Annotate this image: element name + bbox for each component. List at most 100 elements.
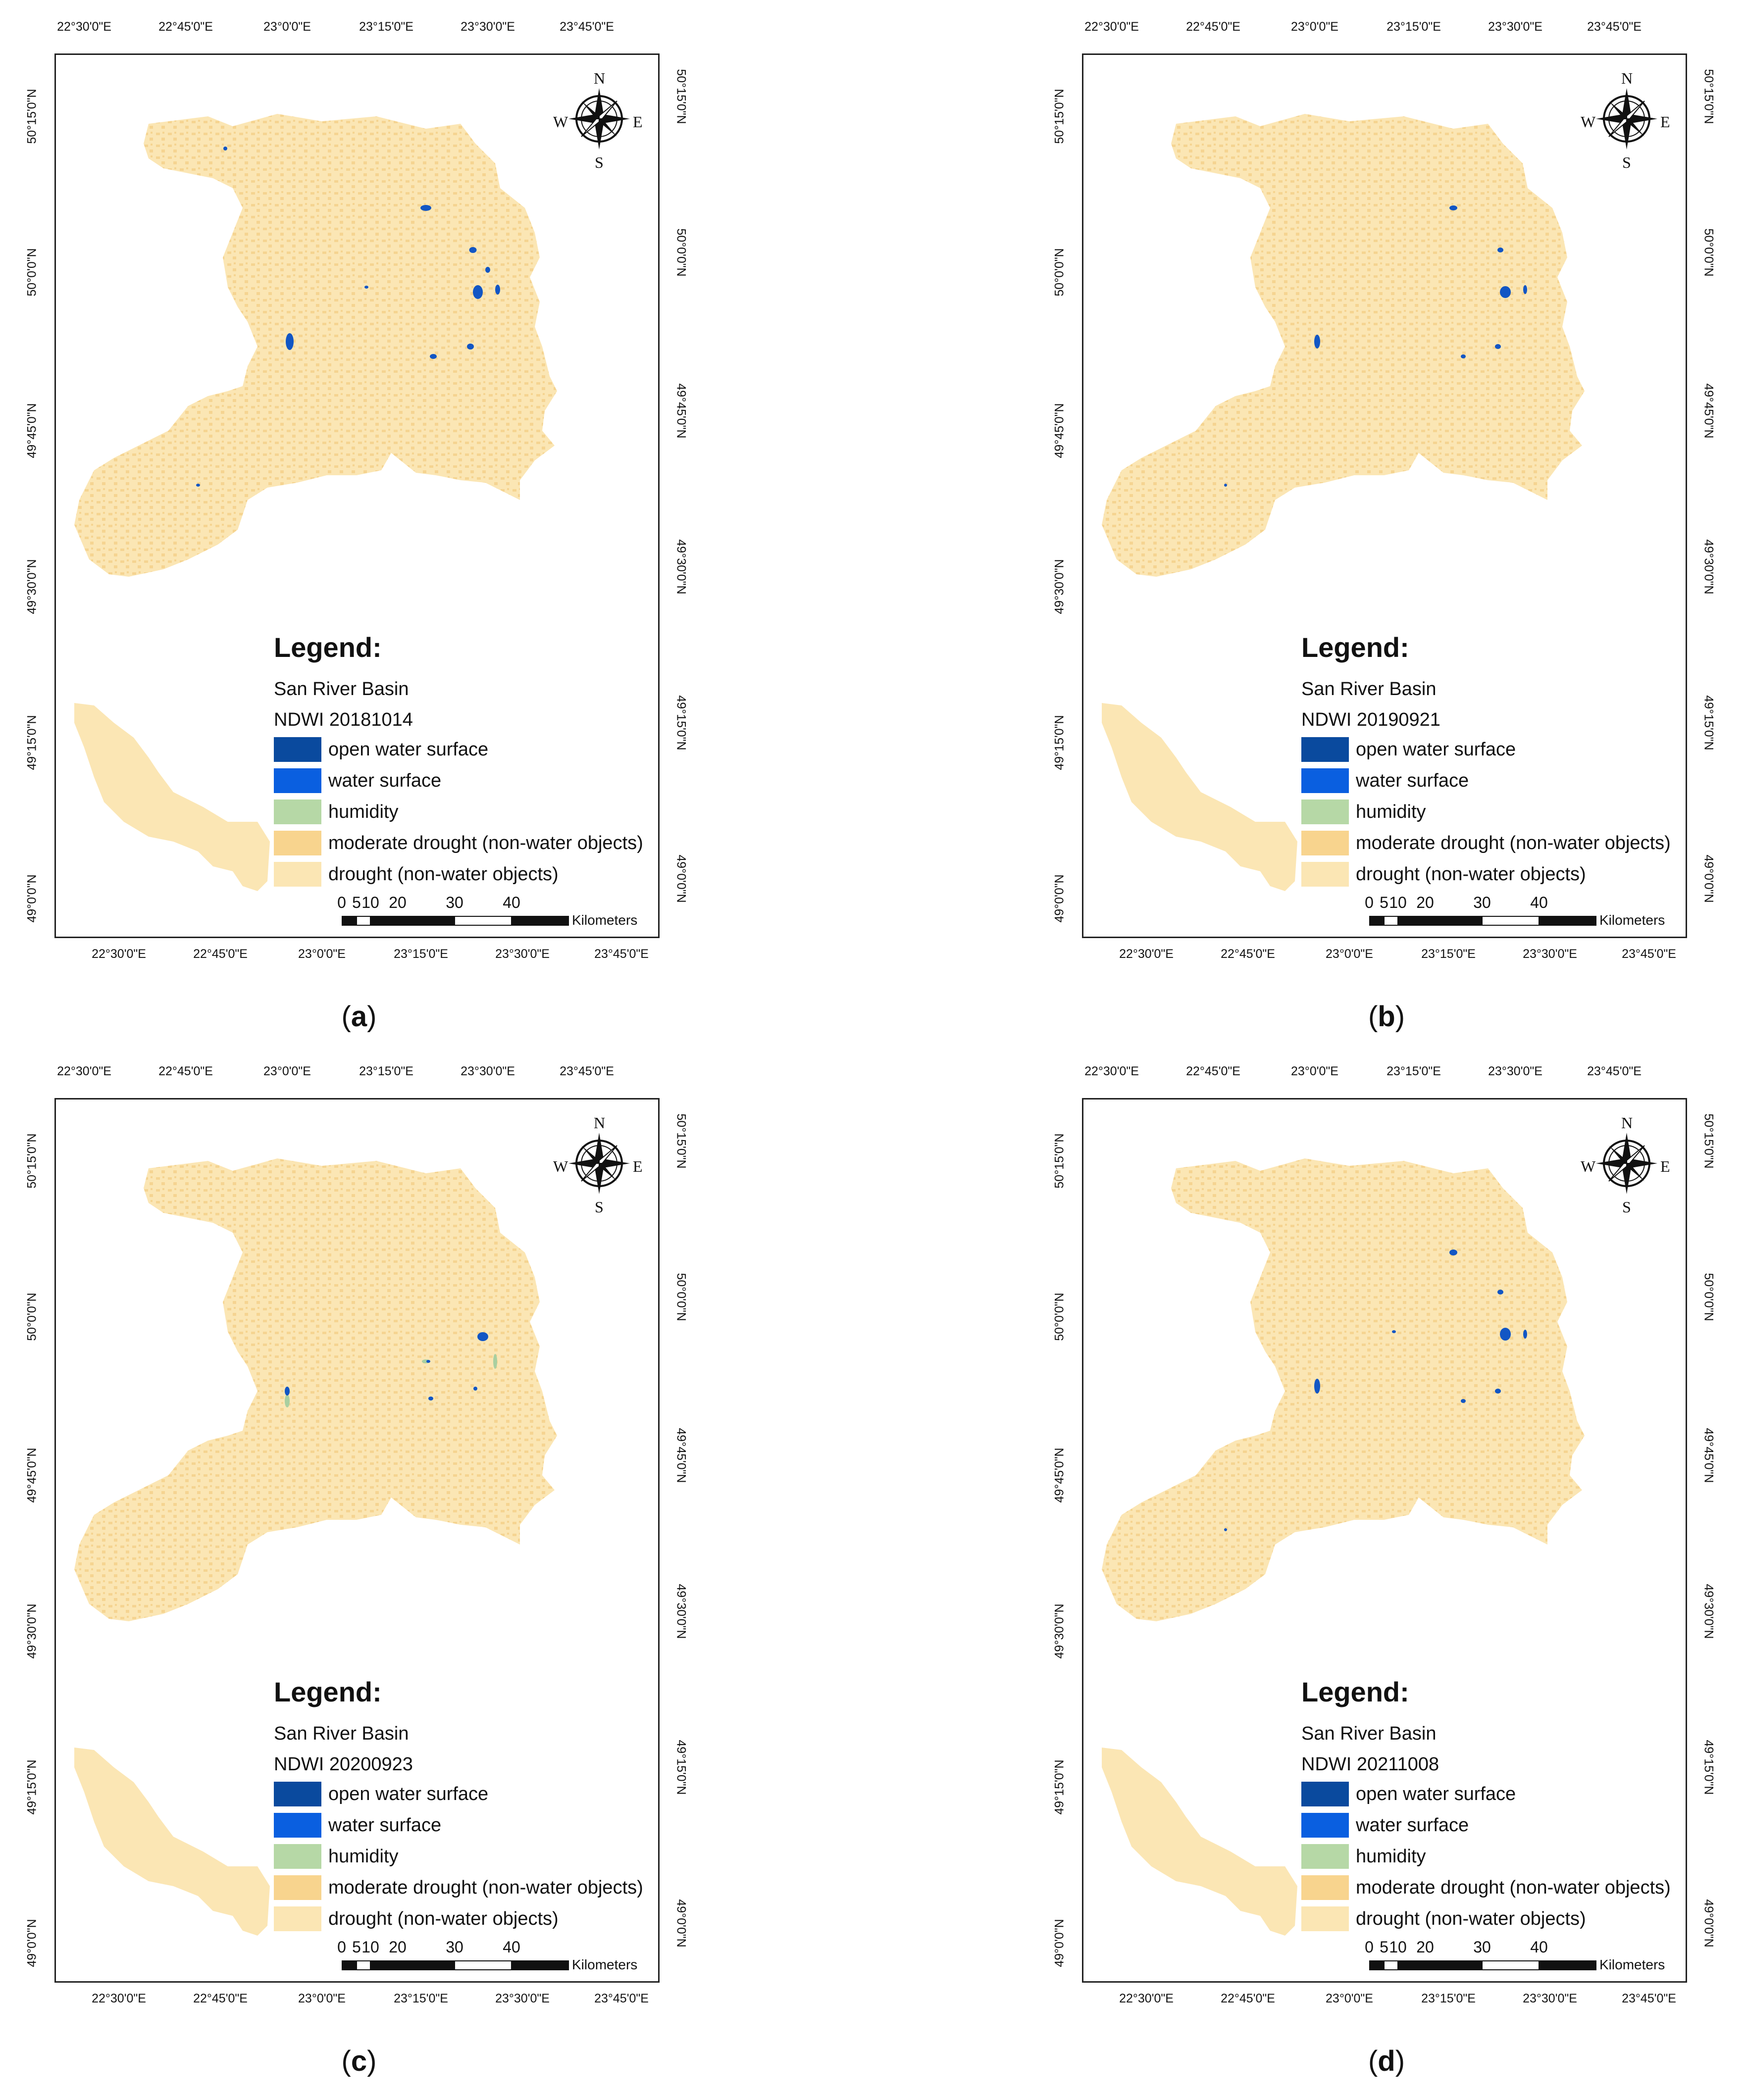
water-body [1500, 1328, 1511, 1341]
legend-swatch [1301, 1844, 1349, 1869]
legend-basin-name: San River Basin [274, 1723, 409, 1744]
scale-bar-graphic [1369, 916, 1596, 926]
scale-unit-label: Kilometers [1599, 912, 1665, 928]
scale-tick-label: 30 [1473, 894, 1491, 911]
north-arrow-icon: N S E W [1581, 1114, 1670, 1216]
scale-tick-label: 10 [361, 894, 379, 911]
panel-caption: (a) [342, 1000, 377, 1033]
legend-item-label: drought (non-water objects) [328, 1908, 559, 1929]
lon-label-top: 23°30'0"E [461, 1064, 515, 1078]
basin-map [74, 1158, 557, 1936]
water-body [1500, 286, 1511, 298]
legend-item-label: moderate drought (non-water objects) [328, 1877, 643, 1898]
scale-tick-label: 20 [389, 1938, 407, 1956]
lon-label-bottom: 23°30'0"E [495, 947, 550, 961]
lon-label-bottom: 23°15'0"E [394, 947, 448, 961]
scale-tick-label: 40 [1530, 894, 1548, 911]
map-panel-b: 22°30'0"E 22°45'0"E 23°0'0"E 23°15'0"E 23°30… [1027, 0, 1716, 1033]
water-body [286, 333, 294, 350]
lon-label-top: 23°45'0"E [1587, 1064, 1642, 1078]
legend-item-label: water surface [1356, 770, 1469, 791]
basin-map [1102, 1158, 1585, 1936]
compass-e-label: E [633, 113, 643, 131]
basin-inset-shape [1102, 1748, 1297, 1936]
scale-tick-label: 30 [446, 894, 463, 911]
scale-tick-label: 20 [1416, 1938, 1434, 1956]
lon-label-top: 23°15'0"E [359, 20, 413, 34]
basin-inset-shape [1102, 703, 1297, 891]
legend-item-label: moderate drought (non-water objects) [328, 833, 643, 853]
lon-label-top: 22°45'0"E [158, 1064, 213, 1078]
lon-label-bottom: 22°45'0"E [193, 947, 248, 961]
basin-map [1102, 114, 1585, 891]
scale-tick-label: 10 [1389, 894, 1407, 911]
compass-e-label: E [1660, 1157, 1670, 1175]
caption-close-paren: ) [1395, 1000, 1405, 1033]
lon-label-top: 23°0'0"E [1291, 20, 1338, 34]
legend-swatch [274, 1875, 321, 1900]
legend-swatch [274, 1906, 321, 1931]
water-body [1495, 1389, 1501, 1394]
water-body [1523, 285, 1527, 294]
water-body [420, 205, 431, 211]
water-body [473, 1387, 477, 1391]
scale-unit-label: Kilometers [572, 1957, 638, 1972]
legend-swatch [274, 1844, 321, 1869]
lon-label-bottom: 23°30'0"E [495, 1992, 550, 2005]
lon-label-bottom: 22°30'0"E [1119, 947, 1174, 961]
legend-item-label: drought (non-water objects) [1356, 864, 1586, 885]
lon-label-bottom: 22°45'0"E [1221, 1992, 1275, 2005]
caption-close-paren: ) [367, 2045, 377, 2077]
map-panel-a: 22°30'0"E 22°45'0"E 23°0'0"E 23°15'0"E 23°30… [0, 0, 688, 1033]
legend-swatch [1301, 1782, 1349, 1806]
legend-swatch [274, 862, 321, 887]
lon-label-bottom: 23°0'0"E [1326, 947, 1373, 961]
scale-tick-label: 40 [503, 1938, 520, 1956]
scale-tick-label: 5 [352, 894, 361, 911]
water-body [428, 1397, 433, 1400]
lon-label-top: 23°0'0"E [263, 1064, 311, 1078]
legend-swatch [1301, 862, 1349, 887]
lon-label-top: 22°30'0"E [57, 1064, 111, 1078]
legend-swatch [1301, 1906, 1349, 1931]
scale-tick-label: 5 [352, 1938, 361, 1956]
scale-tick-label: 10 [361, 1938, 379, 1956]
lon-label-bottom: 22°45'0"E [193, 1992, 248, 2005]
lon-label-bottom: 23°45'0"E [1622, 1992, 1676, 2005]
water-body [1224, 1528, 1227, 1531]
map-panel-c: 22°30'0"E 22°45'0"E 23°0'0"E 23°15'0"E 23°30… [0, 1045, 688, 2077]
water-body [495, 285, 500, 295]
san-river-basin-shape [1102, 114, 1585, 577]
water-body [1461, 1399, 1466, 1403]
legend-item-label: water surface [1356, 1815, 1469, 1836]
water-body [196, 484, 200, 487]
lon-label-top: 23°15'0"E [359, 1064, 413, 1078]
water-body [430, 354, 437, 359]
compass-s-label: S [595, 1198, 604, 1216]
compass-n-label: N [1621, 69, 1633, 87]
water-body [1224, 484, 1227, 487]
scale-bar-graphic [342, 1960, 569, 1970]
legend-swatch [1301, 768, 1349, 793]
lon-label-top: 22°45'0"E [1186, 20, 1240, 34]
lon-label-top: 22°30'0"E [1084, 20, 1139, 34]
water-body [1497, 248, 1503, 252]
legend-item-label: open water surface [328, 739, 489, 760]
san-river-basin-shape [74, 1158, 557, 1621]
lon-label-top: 22°45'0"E [1186, 1064, 1240, 1078]
legend-title: Legend: [1301, 1676, 1409, 1707]
legend-item-label: water surface [328, 1815, 442, 1836]
legend-swatch [1301, 831, 1349, 855]
san-river-basin-shape [74, 114, 557, 577]
caption-letter: d [1378, 2045, 1395, 2077]
scale-tick-label: 0 [1365, 894, 1374, 911]
caption-letter: b [1378, 1000, 1395, 1033]
scale-tick-label: 30 [446, 1938, 463, 1956]
lon-label-top: 23°15'0"E [1387, 1064, 1441, 1078]
water-body [485, 267, 490, 273]
scale-tick-label: 0 [337, 894, 346, 911]
legend-item-label: humidity [328, 1846, 399, 1867]
compass-e-label: E [633, 1157, 643, 1175]
legend-item-label: drought (non-water objects) [328, 864, 559, 885]
legend-basin-name: San River Basin [274, 679, 409, 700]
